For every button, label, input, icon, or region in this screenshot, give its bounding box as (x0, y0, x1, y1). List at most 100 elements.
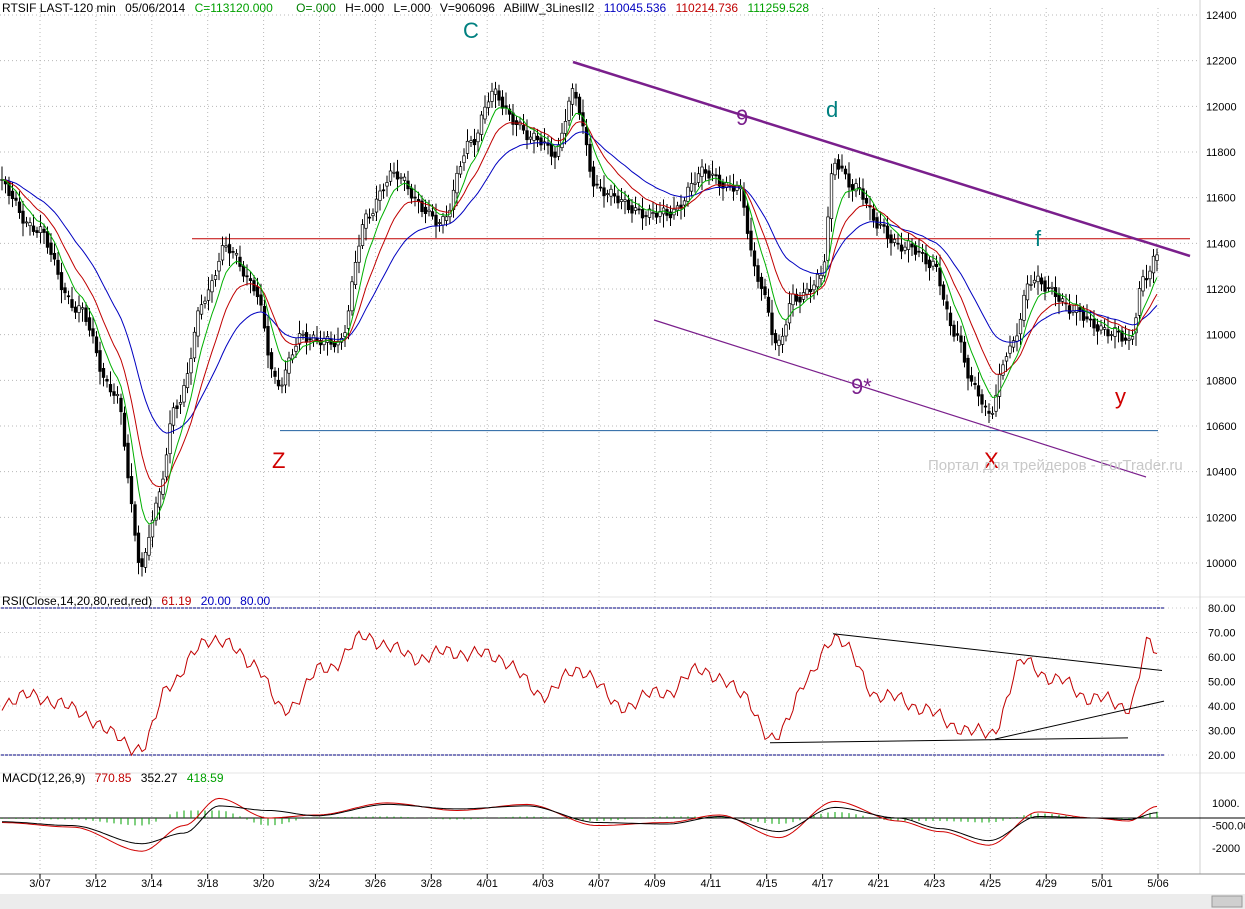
candle-body (38, 226, 43, 233)
date-axis-label: 3/07 (29, 878, 50, 890)
candle-body (696, 173, 701, 183)
candle-body (1127, 338, 1131, 341)
candle-body (584, 127, 589, 146)
candle-body (234, 253, 239, 256)
candle-body (108, 384, 113, 393)
candle-body (206, 289, 211, 301)
candle-body (1074, 304, 1079, 313)
candle-body (52, 252, 57, 260)
candle-body (658, 211, 662, 217)
candle-body (752, 250, 757, 267)
candle-body (619, 199, 624, 202)
candle-body (63, 287, 67, 294)
candle-body (861, 188, 865, 200)
candle-body (630, 205, 634, 214)
candle-body (413, 196, 417, 199)
candle-body (189, 358, 193, 374)
rsi-trend-line-upper (832, 633, 1163, 671)
candle-body (143, 552, 148, 568)
candle-body (1057, 293, 1061, 302)
candle-body (360, 224, 365, 246)
candle-body (570, 88, 575, 105)
candle-body (850, 184, 855, 191)
candle-body (563, 120, 568, 134)
channel-label-9: 9 (736, 105, 748, 130)
candle-body (1039, 277, 1044, 285)
candle-body (210, 280, 214, 293)
date-axis-label: 4/21 (868, 878, 889, 890)
date-axis-label: 4/03 (532, 878, 553, 890)
macd-axis-label: -500.00 (1212, 821, 1245, 833)
candle-body (749, 230, 753, 251)
macd-signal-value: 352.27 (141, 771, 178, 785)
candle-body (357, 245, 361, 263)
candle-body (252, 280, 256, 292)
candle-body (1148, 270, 1152, 280)
macd-hist-value: 418.59 (187, 771, 224, 785)
candle-body (945, 301, 949, 310)
candle-body (826, 216, 830, 261)
candle-body (287, 357, 291, 374)
header-close: C=113120.000 (195, 1, 274, 15)
candle-body (528, 136, 533, 140)
candle-body (483, 106, 487, 120)
candle-body (525, 130, 529, 141)
rsi-trend-line-rising (994, 700, 1165, 740)
price-axis-label: 10600 (1206, 421, 1237, 433)
candle-body (1029, 284, 1033, 286)
candle-body (896, 242, 900, 245)
candle-body (574, 91, 578, 99)
rsi-axis-label: 30.00 (1208, 726, 1236, 738)
candle-body (136, 532, 141, 563)
candle-body (227, 244, 232, 254)
candle-body (924, 252, 928, 265)
candle-body (770, 312, 774, 336)
candle-body (161, 478, 165, 495)
candle-body (185, 373, 190, 389)
candle-body (73, 306, 78, 313)
candle-body (959, 335, 963, 343)
candle-body (1015, 335, 1019, 342)
candle-body (756, 265, 760, 282)
wave-label-f: f (1035, 226, 1042, 251)
candle-body (1109, 334, 1114, 336)
watermark: Портал для трейдеров - ForTrader.ru (928, 457, 1183, 474)
wave-label-x: X (984, 448, 999, 473)
candle-body (763, 286, 767, 296)
candle-body (409, 187, 414, 199)
candle-body (147, 537, 151, 556)
candle-body (913, 244, 918, 255)
macd-line (1, 797, 1158, 852)
candle-body (59, 272, 64, 291)
candle-body (777, 339, 781, 346)
candle-body (882, 224, 886, 227)
candle-body (920, 252, 925, 254)
rsi-axis-label: 80.00 (1208, 603, 1236, 615)
price-axis-label: 10800 (1206, 375, 1237, 387)
date-axis-label: 4/01 (476, 878, 497, 890)
candle-body (395, 171, 400, 180)
candle-body (948, 312, 953, 327)
candle-body (535, 135, 540, 141)
candle-body (990, 412, 995, 415)
rsi-axis-label: 60.00 (1208, 652, 1236, 664)
candle-body (164, 454, 169, 478)
candle-body (31, 225, 36, 232)
candle-body (49, 242, 53, 255)
candle-body (689, 183, 694, 192)
candle-body (115, 394, 120, 397)
candle-body (952, 324, 956, 337)
candlesticks (0, 81, 1159, 577)
candle-body (917, 250, 921, 253)
candle-body (637, 208, 641, 211)
header-low: L=.000 (394, 1, 431, 15)
candle-body (1155, 254, 1159, 261)
candle-body (707, 170, 711, 179)
candle-body (903, 246, 907, 251)
candle-body (784, 324, 788, 337)
candle-body (976, 385, 981, 397)
candle-body (1060, 298, 1065, 302)
candle-body (700, 166, 704, 177)
candle-body (647, 208, 652, 218)
candle-body (346, 310, 351, 329)
